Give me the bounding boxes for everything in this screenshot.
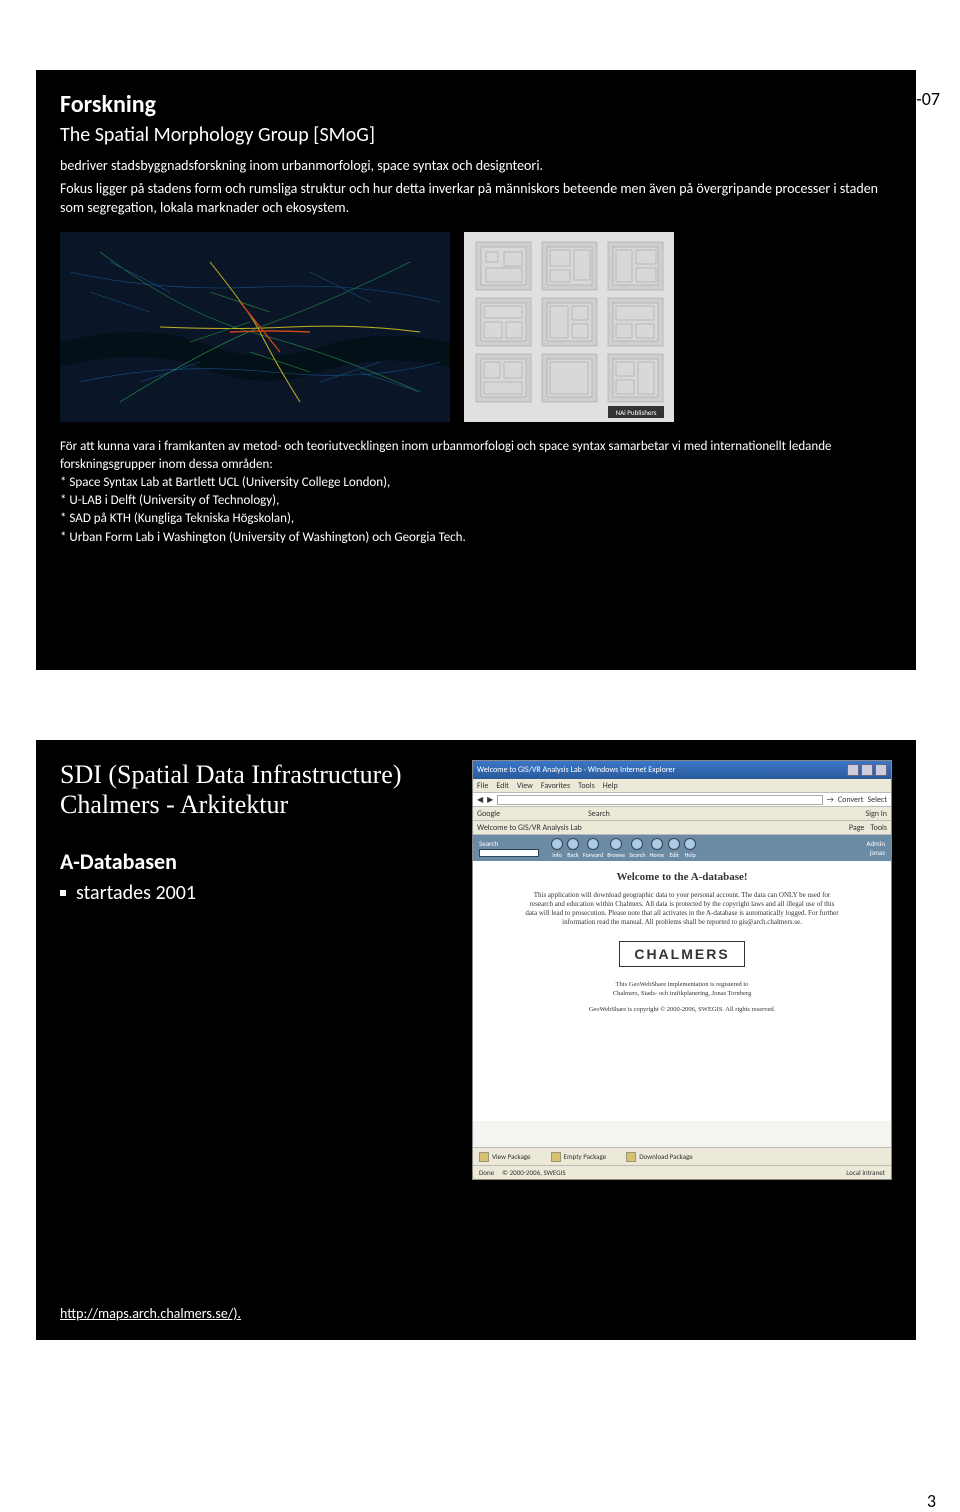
slide1-heading: Forskning [60,90,892,119]
menu-help[interactable]: Help [603,781,618,791]
package-icon [626,1152,636,1162]
search-nav-icon [631,838,643,850]
back-nav-icon [567,838,579,850]
info-icon [551,838,563,850]
view-package[interactable]: View Package [479,1152,531,1162]
menu-tools[interactable]: Tools [578,781,595,791]
slide1-bullets: * Space Syntax Lab at Bartlett UCL (Univ… [60,474,892,547]
select-button[interactable]: Select [867,795,887,805]
chalmers-logo: CHALMERS [619,941,744,967]
nav-help[interactable]: Help [684,838,696,859]
publisher-label: NAi Publishers [616,408,657,417]
status-copyright: © 2000-2006, SWEGIS [502,1168,565,1177]
bullet-1: * Space Syntax Lab at Bartlett UCL (Univ… [60,474,892,492]
address-bar: ◀ ▶ → Convert Select [473,793,891,807]
admin-label: Admin [866,839,885,848]
nav-edit[interactable]: Edit [668,838,680,859]
slide1-intro2: Fokus ligger på stadens form och rumslig… [60,180,892,218]
google-label: Google [477,809,500,819]
status-bar: Done © 2000-2006, SWEGIS Local intranet [473,1165,891,1179]
admin-user: jonas [866,848,885,857]
menu-edit[interactable]: Edit [496,781,509,791]
slide1-subtitle: The Spatial Morphology Group [SMoG] [60,123,892,147]
space-syntax-map [60,232,450,422]
page-menu[interactable]: Page [849,823,864,833]
reg-line1: This GeoWebShare implementation is regis… [493,981,871,989]
page-number: 3 [927,1490,936,1512]
status-zone: Local intranet [846,1168,885,1177]
app-search-label: Search [479,839,539,848]
page-content: Welcome to the A-database! This applicat… [473,861,891,1121]
slide-forskning: Forskning The Spatial Morphology Group [… [36,70,916,670]
browser-window: Welcome to GIS/VR Analysis Lab - Windows… [472,760,892,1180]
content-heading: Welcome to the A-database! [493,871,871,883]
edit-icon [668,838,680,850]
image-row: NAi Publishers [60,232,892,422]
app-toolbar: Search Info Back Forward Browse Search H… [473,835,891,861]
close-icon[interactable] [875,764,887,776]
nav-forward[interactable]: Forward [583,838,603,859]
content-copyright: GeoWebShare is copyright © 2000-2006, SW… [493,1006,871,1013]
menu-file[interactable]: File [477,781,488,791]
package-icon [479,1152,489,1162]
urban-model-grid: NAi Publishers [464,232,674,422]
menu-view[interactable]: View [517,781,533,791]
tools-menu[interactable]: Tools [870,823,887,833]
download-package[interactable]: Download Package [626,1152,692,1162]
browse-icon [610,838,622,850]
go-icon[interactable]: → [827,795,834,805]
package-icon [551,1152,561,1162]
search-button[interactable]: Search [588,809,610,819]
reg-line2: Chalmers, Stads- och trafikplanering, Jo… [493,990,871,998]
bullet-4: * Urban Form Lab i Washington (Universit… [60,529,892,547]
empty-package[interactable]: Empty Package [551,1152,607,1162]
status-done: Done [479,1168,494,1177]
window-titlebar: Welcome to GIS/VR Analysis Lab - Windows… [473,761,891,779]
bullet-2: * U-LAB i Delft (University of Technolog… [60,492,892,510]
bullet-dot-icon [60,890,66,896]
adb-bullet: startades 2001 [76,881,196,905]
nav-search[interactable]: Search [629,838,645,859]
google-toolbar: Google Search Sign In [473,807,891,821]
tab-bar: Welcome to GIS/VR Analysis Lab Page Tool… [473,821,891,835]
slide1-body: För att kunna vara i framkanten av metod… [60,438,892,474]
menu-favorites[interactable]: Favorites [541,781,570,791]
nav-back[interactable]: Back [567,838,579,859]
convert-button[interactable]: Convert [838,795,864,805]
forward-icon[interactable]: ▶ [487,795,493,805]
menu-bar: File Edit View Favorites Tools Help [473,779,891,793]
footer-link[interactable]: http://maps.arch.chalmers.se/). [60,1305,241,1322]
app-search: Search [479,839,539,857]
nav-home[interactable]: Home [650,838,665,859]
slide-sdi: SDI (Spatial Data Infrastructure) Chalme… [36,740,916,1340]
forward-nav-icon [587,838,599,850]
back-icon[interactable]: ◀ [477,795,483,805]
signin-link[interactable]: Sign In [865,809,887,819]
content-paragraph: This application will download geographi… [523,891,841,927]
home-icon [651,838,663,850]
minimize-icon[interactable] [847,764,859,776]
bullet-3: * SAD på KTH (Kungliga Tekniska Högskola… [60,510,892,528]
maximize-icon[interactable] [861,764,873,776]
admin-badge: Admin jonas [866,839,885,857]
tab-active[interactable]: Welcome to GIS/VR Analysis Lab [477,823,582,833]
app-search-input[interactable] [479,849,539,857]
url-input[interactable] [497,795,822,805]
window-title: Welcome to GIS/VR Analysis Lab - Windows… [477,765,675,775]
nav-info[interactable]: Info [551,838,563,859]
slide1-intro1: bedriver stadsbyggnadsforskning inom urb… [60,157,892,176]
package-bar: View Package Empty Package Download Pack… [473,1147,891,1165]
help-icon [684,838,696,850]
nav-browse[interactable]: Browse [607,838,625,859]
